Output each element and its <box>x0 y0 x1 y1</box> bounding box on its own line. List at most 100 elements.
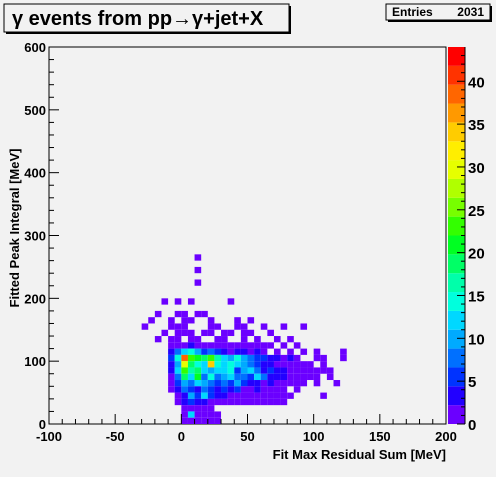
heatmap-bin <box>141 323 149 330</box>
z-tick-label: 30 <box>468 160 485 177</box>
heatmap-bin <box>201 386 208 393</box>
heatmap-bin <box>300 323 308 330</box>
heatmap-bin <box>194 398 202 406</box>
heatmap-bin <box>187 392 195 399</box>
heatmap-bin <box>174 386 182 393</box>
heatmap-bin <box>168 373 175 381</box>
heatmap-bin <box>307 361 314 368</box>
heatmap-bin <box>187 329 195 337</box>
heatmap-bin <box>194 417 202 424</box>
heatmap-bin <box>280 323 288 330</box>
heatmap-bin <box>267 380 274 387</box>
heatmap-bin <box>194 336 202 343</box>
title-box-shadow <box>6 32 291 34</box>
heatmap-bin <box>273 373 281 381</box>
x-tick-label: 100 <box>303 429 325 444</box>
heatmap-bin <box>313 373 321 381</box>
heatmap-bin <box>174 380 182 387</box>
heatmap-bin <box>260 373 268 381</box>
heatmap-bin <box>221 392 228 399</box>
heatmap-bin <box>307 373 314 381</box>
heatmap-bin <box>207 317 215 324</box>
heatmap-bin <box>181 317 188 324</box>
heatmap-bin <box>247 317 255 324</box>
heatmap-bin <box>240 380 248 387</box>
heatmap-bin <box>168 367 175 374</box>
heatmap-bin <box>201 398 208 406</box>
heatmap-bin <box>273 398 281 406</box>
y-tick-label: 0 <box>39 417 46 432</box>
heatmap-bin <box>168 342 175 349</box>
heatmap-bin <box>221 342 228 349</box>
heatmap-bin <box>168 380 175 387</box>
stats-box-shadow-right <box>490 6 492 22</box>
heatmap-bin <box>174 298 182 305</box>
color-scale-step <box>448 160 465 179</box>
heatmap-bin <box>254 354 261 362</box>
heatmap-bin <box>234 398 241 406</box>
heatmap-bin <box>194 279 202 286</box>
heatmap-bin <box>313 380 321 387</box>
color-scale-step <box>448 235 465 255</box>
heatmap-bin <box>234 373 241 381</box>
z-tick-label: 0 <box>468 417 476 434</box>
heatmap-bin <box>181 373 188 381</box>
heatmap-bin <box>280 373 288 381</box>
heatmap-bin <box>320 361 327 368</box>
heatmap-bin <box>273 361 281 368</box>
color-scale-step <box>448 65 465 85</box>
heatmap-bin <box>194 310 202 318</box>
heatmap-bin <box>273 336 281 343</box>
heatmap-bin <box>154 336 162 343</box>
heatmap-bin <box>174 367 182 374</box>
heatmap-bin <box>254 342 261 349</box>
color-scale-step <box>448 254 465 274</box>
heatmap-bin <box>181 342 188 349</box>
heatmap-bin <box>240 323 248 330</box>
heatmap-bin <box>240 354 248 362</box>
heatmap-bin <box>260 398 268 406</box>
heatmap-bin <box>201 361 208 368</box>
y-tick-label: 100 <box>24 354 46 369</box>
heatmap-bin <box>287 361 294 368</box>
heatmap-bin <box>207 380 215 387</box>
heatmap-bin <box>267 367 274 374</box>
heatmap-bin <box>247 386 255 393</box>
heatmap-bin <box>254 380 261 387</box>
heatmap-bin <box>260 348 268 355</box>
heatmap-bin <box>227 329 235 337</box>
heatmap-bin <box>280 386 288 393</box>
heatmap-bin <box>187 373 195 381</box>
heatmap-bin <box>260 392 268 399</box>
heatmap-bin <box>214 392 222 399</box>
heatmap-bin <box>201 367 208 374</box>
heatmap-bin <box>181 386 188 393</box>
heatmap-bins <box>141 254 347 424</box>
heatmap-bin <box>194 354 202 362</box>
heatmap-bin <box>221 386 228 393</box>
heatmap-bin <box>326 367 334 374</box>
heatmap-bin <box>254 398 261 406</box>
heatmap-bin <box>293 367 301 374</box>
x-tick-label: 200 <box>435 429 457 444</box>
heatmap-bin <box>313 367 321 374</box>
x-tick-label: 50 <box>240 429 254 444</box>
heatmap-bin <box>187 405 195 412</box>
heatmap-bin <box>174 342 182 349</box>
heatmap-bin <box>214 386 222 393</box>
y-tick-label: 300 <box>24 229 46 244</box>
heatmap-bin <box>280 354 288 362</box>
y-tick-label: 200 <box>24 291 46 306</box>
heatmap-bin <box>234 342 241 349</box>
heatmap-bin <box>201 354 208 362</box>
heatmap-bin <box>247 342 255 349</box>
stats-label: Entries <box>392 5 433 19</box>
heatmap-bin <box>260 354 268 362</box>
heatmap-bin <box>201 373 208 381</box>
heatmap-bin <box>267 361 274 368</box>
x-tick-label: -100 <box>36 429 62 444</box>
heatmap-bin <box>214 398 222 406</box>
heatmap-bin <box>207 348 215 355</box>
color-scale-step <box>448 405 465 424</box>
